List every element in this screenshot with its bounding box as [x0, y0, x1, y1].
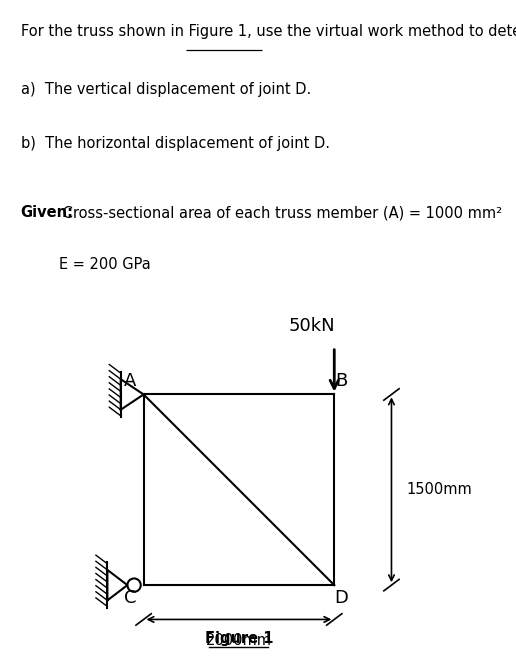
Text: B: B [335, 372, 347, 390]
Text: A: A [124, 372, 136, 390]
Polygon shape [121, 379, 143, 410]
Text: 50kN: 50kN [288, 317, 335, 336]
Text: Given:: Given: [21, 205, 74, 220]
Text: D: D [334, 589, 348, 607]
Text: b)  The horizontal displacement of joint D.: b) The horizontal displacement of joint … [21, 136, 330, 151]
Text: C: C [124, 589, 137, 607]
Text: Figure 1: Figure 1 [205, 631, 273, 646]
Text: For the truss shown in Figure 1, use the virtual work method to determine: For the truss shown in Figure 1, use the… [21, 24, 516, 39]
Text: Cross-sectional area of each truss member (A) = 1000 mm²: Cross-sectional area of each truss membe… [58, 205, 503, 220]
Text: 1500mm: 1500mm [407, 482, 473, 497]
Text: E = 200 GPa: E = 200 GPa [59, 256, 151, 272]
Text: 2000mm: 2000mm [206, 633, 272, 648]
Text: a)  The vertical displacement of joint D.: a) The vertical displacement of joint D. [21, 81, 311, 97]
Polygon shape [107, 570, 127, 601]
